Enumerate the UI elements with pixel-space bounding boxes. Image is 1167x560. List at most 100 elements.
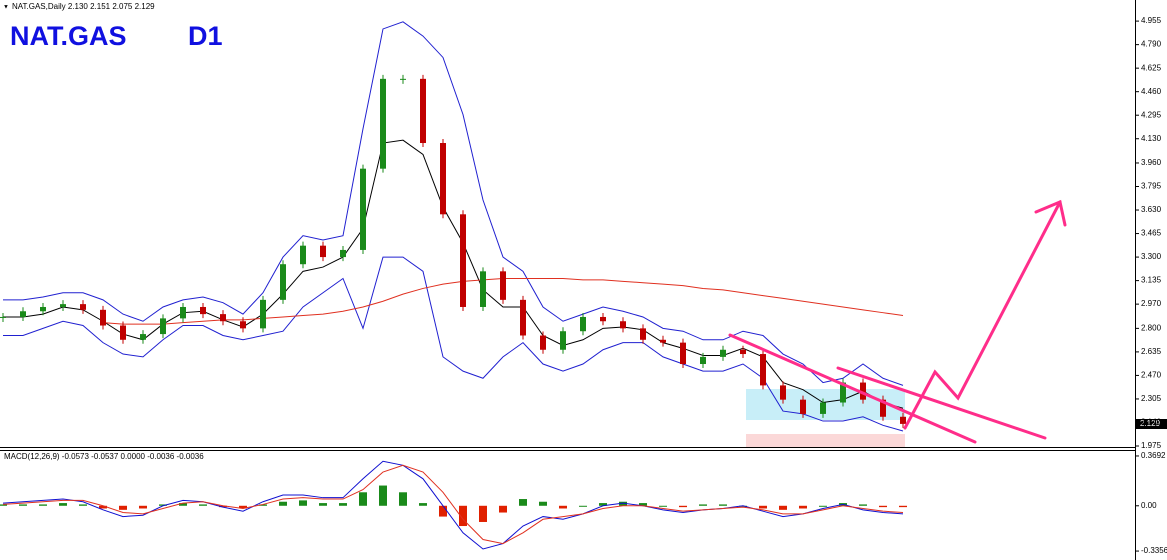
candle-body — [260, 299, 266, 329]
macd-bar — [139, 505, 147, 509]
candle-body — [700, 356, 706, 365]
macd-bar — [279, 501, 287, 506]
candle-body — [720, 349, 726, 357]
macd-bar — [319, 503, 327, 506]
macd-bar — [699, 504, 707, 506]
candle-body — [640, 328, 646, 340]
candle-body — [860, 382, 866, 400]
macd-bar — [419, 503, 427, 506]
candle-body — [760, 354, 766, 386]
arrow-head — [1034, 199, 1067, 227]
macd-bar — [659, 505, 667, 507]
candle-body — [60, 304, 66, 307]
candle-body — [240, 321, 246, 329]
candle-body — [180, 306, 186, 319]
candle-body — [100, 309, 106, 326]
macd-bar — [879, 505, 887, 508]
candle-body — [200, 306, 206, 315]
symbol-title: NAT.GAS — [10, 21, 127, 51]
candle-body — [40, 306, 46, 312]
y-tick-label: 4.790 — [1141, 40, 1162, 49]
candle-body — [160, 318, 166, 335]
macd-bar — [239, 505, 247, 509]
macd-bar — [59, 503, 67, 506]
macd-bar — [639, 503, 647, 506]
candle-body — [780, 385, 786, 400]
candle-body — [420, 78, 426, 144]
y-tick-label: 1.975 — [1141, 441, 1162, 450]
y-tick-label: 4.955 — [1141, 16, 1162, 25]
y-tick-label: 2.970 — [1141, 299, 1162, 308]
macd-bar — [859, 504, 867, 506]
macd-bar — [99, 505, 107, 509]
trend-line — [728, 333, 977, 444]
y-tick-label: -0.3356 — [1141, 546, 1167, 555]
candle-body — [820, 402, 826, 414]
candle-body — [380, 78, 386, 169]
candle-body — [80, 304, 86, 310]
candle-body — [600, 316, 606, 322]
candle-body — [460, 214, 466, 307]
candle-body — [800, 399, 806, 414]
candle-body — [120, 325, 126, 340]
indicator-line — [3, 256, 904, 432]
macd-bar — [459, 505, 467, 527]
macd-bar — [439, 505, 447, 517]
y-tick-label: 0.3692 — [1141, 451, 1166, 460]
candle-body — [340, 249, 346, 258]
macd-bar — [619, 501, 627, 506]
candle-body — [520, 299, 526, 336]
macd-bar — [479, 505, 487, 522]
arrow-icon: ▼ — [3, 5, 9, 11]
candle-body — [580, 316, 586, 332]
y-tick-label: 3.795 — [1141, 182, 1162, 191]
y-tick-label: 3.300 — [1141, 252, 1162, 261]
candle-body — [480, 271, 486, 307]
candle-body — [440, 143, 446, 215]
candle-body — [220, 314, 226, 322]
candle-body — [0, 316, 6, 318]
indicator-line — [3, 139, 904, 409]
macd-bar — [299, 500, 307, 506]
macd-bar — [399, 492, 407, 506]
y-tick-label: 2.140 — [1141, 418, 1162, 427]
macd-bar — [179, 503, 187, 506]
macd-bar — [119, 505, 127, 510]
y-tick-label: 4.130 — [1141, 134, 1162, 143]
y-tick-label: 3.135 — [1141, 276, 1162, 285]
y-tick-label: 3.960 — [1141, 158, 1162, 167]
candle-body — [20, 311, 26, 317]
macd-bar — [19, 504, 27, 506]
indicator-line — [2, 464, 904, 545]
macd-bar — [79, 504, 87, 506]
trend-line — [836, 366, 1047, 440]
y-tick-label: 3.465 — [1141, 229, 1162, 238]
period-title: D1 — [188, 21, 223, 51]
candle-body — [900, 416, 906, 424]
macd-bar — [499, 505, 507, 513]
macd-bar — [219, 505, 227, 508]
macd-bar — [579, 505, 587, 507]
macd-bar — [819, 505, 827, 507]
y-tick-label: 4.460 — [1141, 87, 1162, 96]
macd-bar — [559, 505, 567, 509]
candle-body — [300, 245, 306, 265]
y-tick-label: 2.305 — [1141, 394, 1162, 403]
y-tick-label: 0.00 — [1141, 501, 1157, 510]
candle-body — [880, 399, 886, 417]
macd-bar — [0, 504, 7, 506]
demand-zone — [746, 434, 905, 447]
forecast-arrow — [903, 200, 1062, 430]
macd-bar — [899, 505, 907, 508]
macd-bar — [679, 505, 687, 508]
y-tick-label: 2.635 — [1141, 347, 1162, 356]
macd-bar — [259, 504, 267, 506]
macd-bar — [359, 492, 367, 506]
macd-bar — [159, 504, 167, 506]
macd-bar — [39, 504, 47, 506]
macd-bar — [199, 504, 207, 506]
macd-bar — [339, 503, 347, 506]
candle-body — [560, 331, 566, 350]
last-price: 2.129 — [1140, 419, 1161, 428]
